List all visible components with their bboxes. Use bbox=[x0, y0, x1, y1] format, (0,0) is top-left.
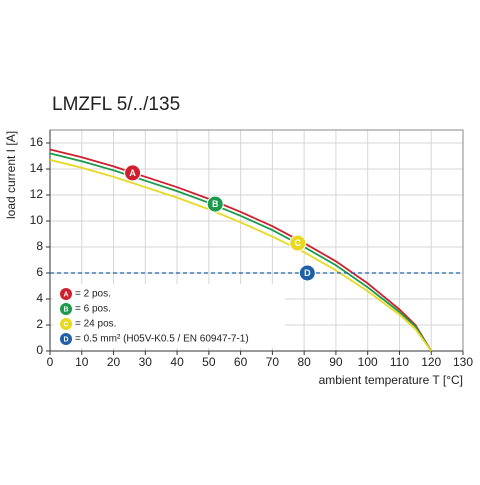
y-tick-label: 0 bbox=[36, 343, 43, 357]
legend-swatch bbox=[60, 303, 72, 315]
y-tick-label: 10 bbox=[30, 213, 44, 227]
series-line bbox=[49, 148, 432, 352]
y-tick-label: 14 bbox=[30, 161, 44, 175]
legend-swatch-label: D bbox=[63, 336, 68, 343]
x-tick-label: 110 bbox=[390, 355, 409, 369]
x-tick-label: 0 bbox=[47, 355, 54, 369]
marker-label: B bbox=[212, 199, 219, 209]
series-marker bbox=[124, 164, 142, 182]
x-tick-label: 80 bbox=[297, 355, 311, 369]
x-tick-label: 130 bbox=[453, 355, 473, 369]
series-marker bbox=[289, 234, 307, 252]
series-marker bbox=[206, 195, 224, 213]
legend-swatch-label: C bbox=[63, 321, 68, 328]
chart-title: LMZFL 5/../135 bbox=[52, 94, 180, 115]
x-tick-label: 90 bbox=[329, 355, 343, 369]
y-tick-label: 16 bbox=[30, 135, 44, 149]
x-tick-label: 10 bbox=[75, 355, 89, 369]
x-tick-label: 120 bbox=[421, 355, 441, 369]
legend-label: = 24 pos. bbox=[75, 319, 116, 330]
x-tick-label: 60 bbox=[234, 355, 248, 369]
marker-label: A bbox=[129, 168, 136, 178]
series-marker bbox=[298, 264, 316, 282]
legend-swatch bbox=[60, 333, 72, 345]
series-line bbox=[49, 159, 432, 352]
x-axis-label: ambient temperature T [°C] bbox=[319, 373, 463, 387]
legend bbox=[53, 284, 285, 348]
legend-swatch-label: A bbox=[63, 291, 68, 298]
y-tick-label: 12 bbox=[30, 187, 44, 201]
y-tick-label: 6 bbox=[36, 265, 43, 279]
x-tick-label: 40 bbox=[170, 355, 184, 369]
marker-label: D bbox=[304, 268, 311, 278]
y-tick-label: 8 bbox=[36, 239, 43, 253]
x-tick-label: 20 bbox=[107, 355, 121, 369]
marker-label: C bbox=[295, 238, 302, 248]
y-tick-label: 4 bbox=[36, 291, 43, 305]
x-tick-label: 100 bbox=[358, 355, 378, 369]
x-tick-label: 30 bbox=[139, 355, 153, 369]
legend-label: = 2 pos. bbox=[75, 289, 111, 300]
x-tick-label: 50 bbox=[202, 355, 216, 369]
legend-label: = 6 pos. bbox=[75, 304, 111, 315]
legend-swatch bbox=[60, 288, 72, 300]
legend-swatch-label: B bbox=[63, 306, 68, 313]
legend-swatch bbox=[60, 318, 72, 330]
series-line bbox=[49, 152, 432, 352]
y-tick-label: 2 bbox=[36, 317, 43, 331]
x-tick-label: 70 bbox=[266, 355, 280, 369]
y-axis-label: load current I [A] bbox=[4, 131, 18, 219]
legend-label: = 0.5 mm² (H05V-K0.5 / EN 60947-7-1) bbox=[75, 334, 249, 345]
